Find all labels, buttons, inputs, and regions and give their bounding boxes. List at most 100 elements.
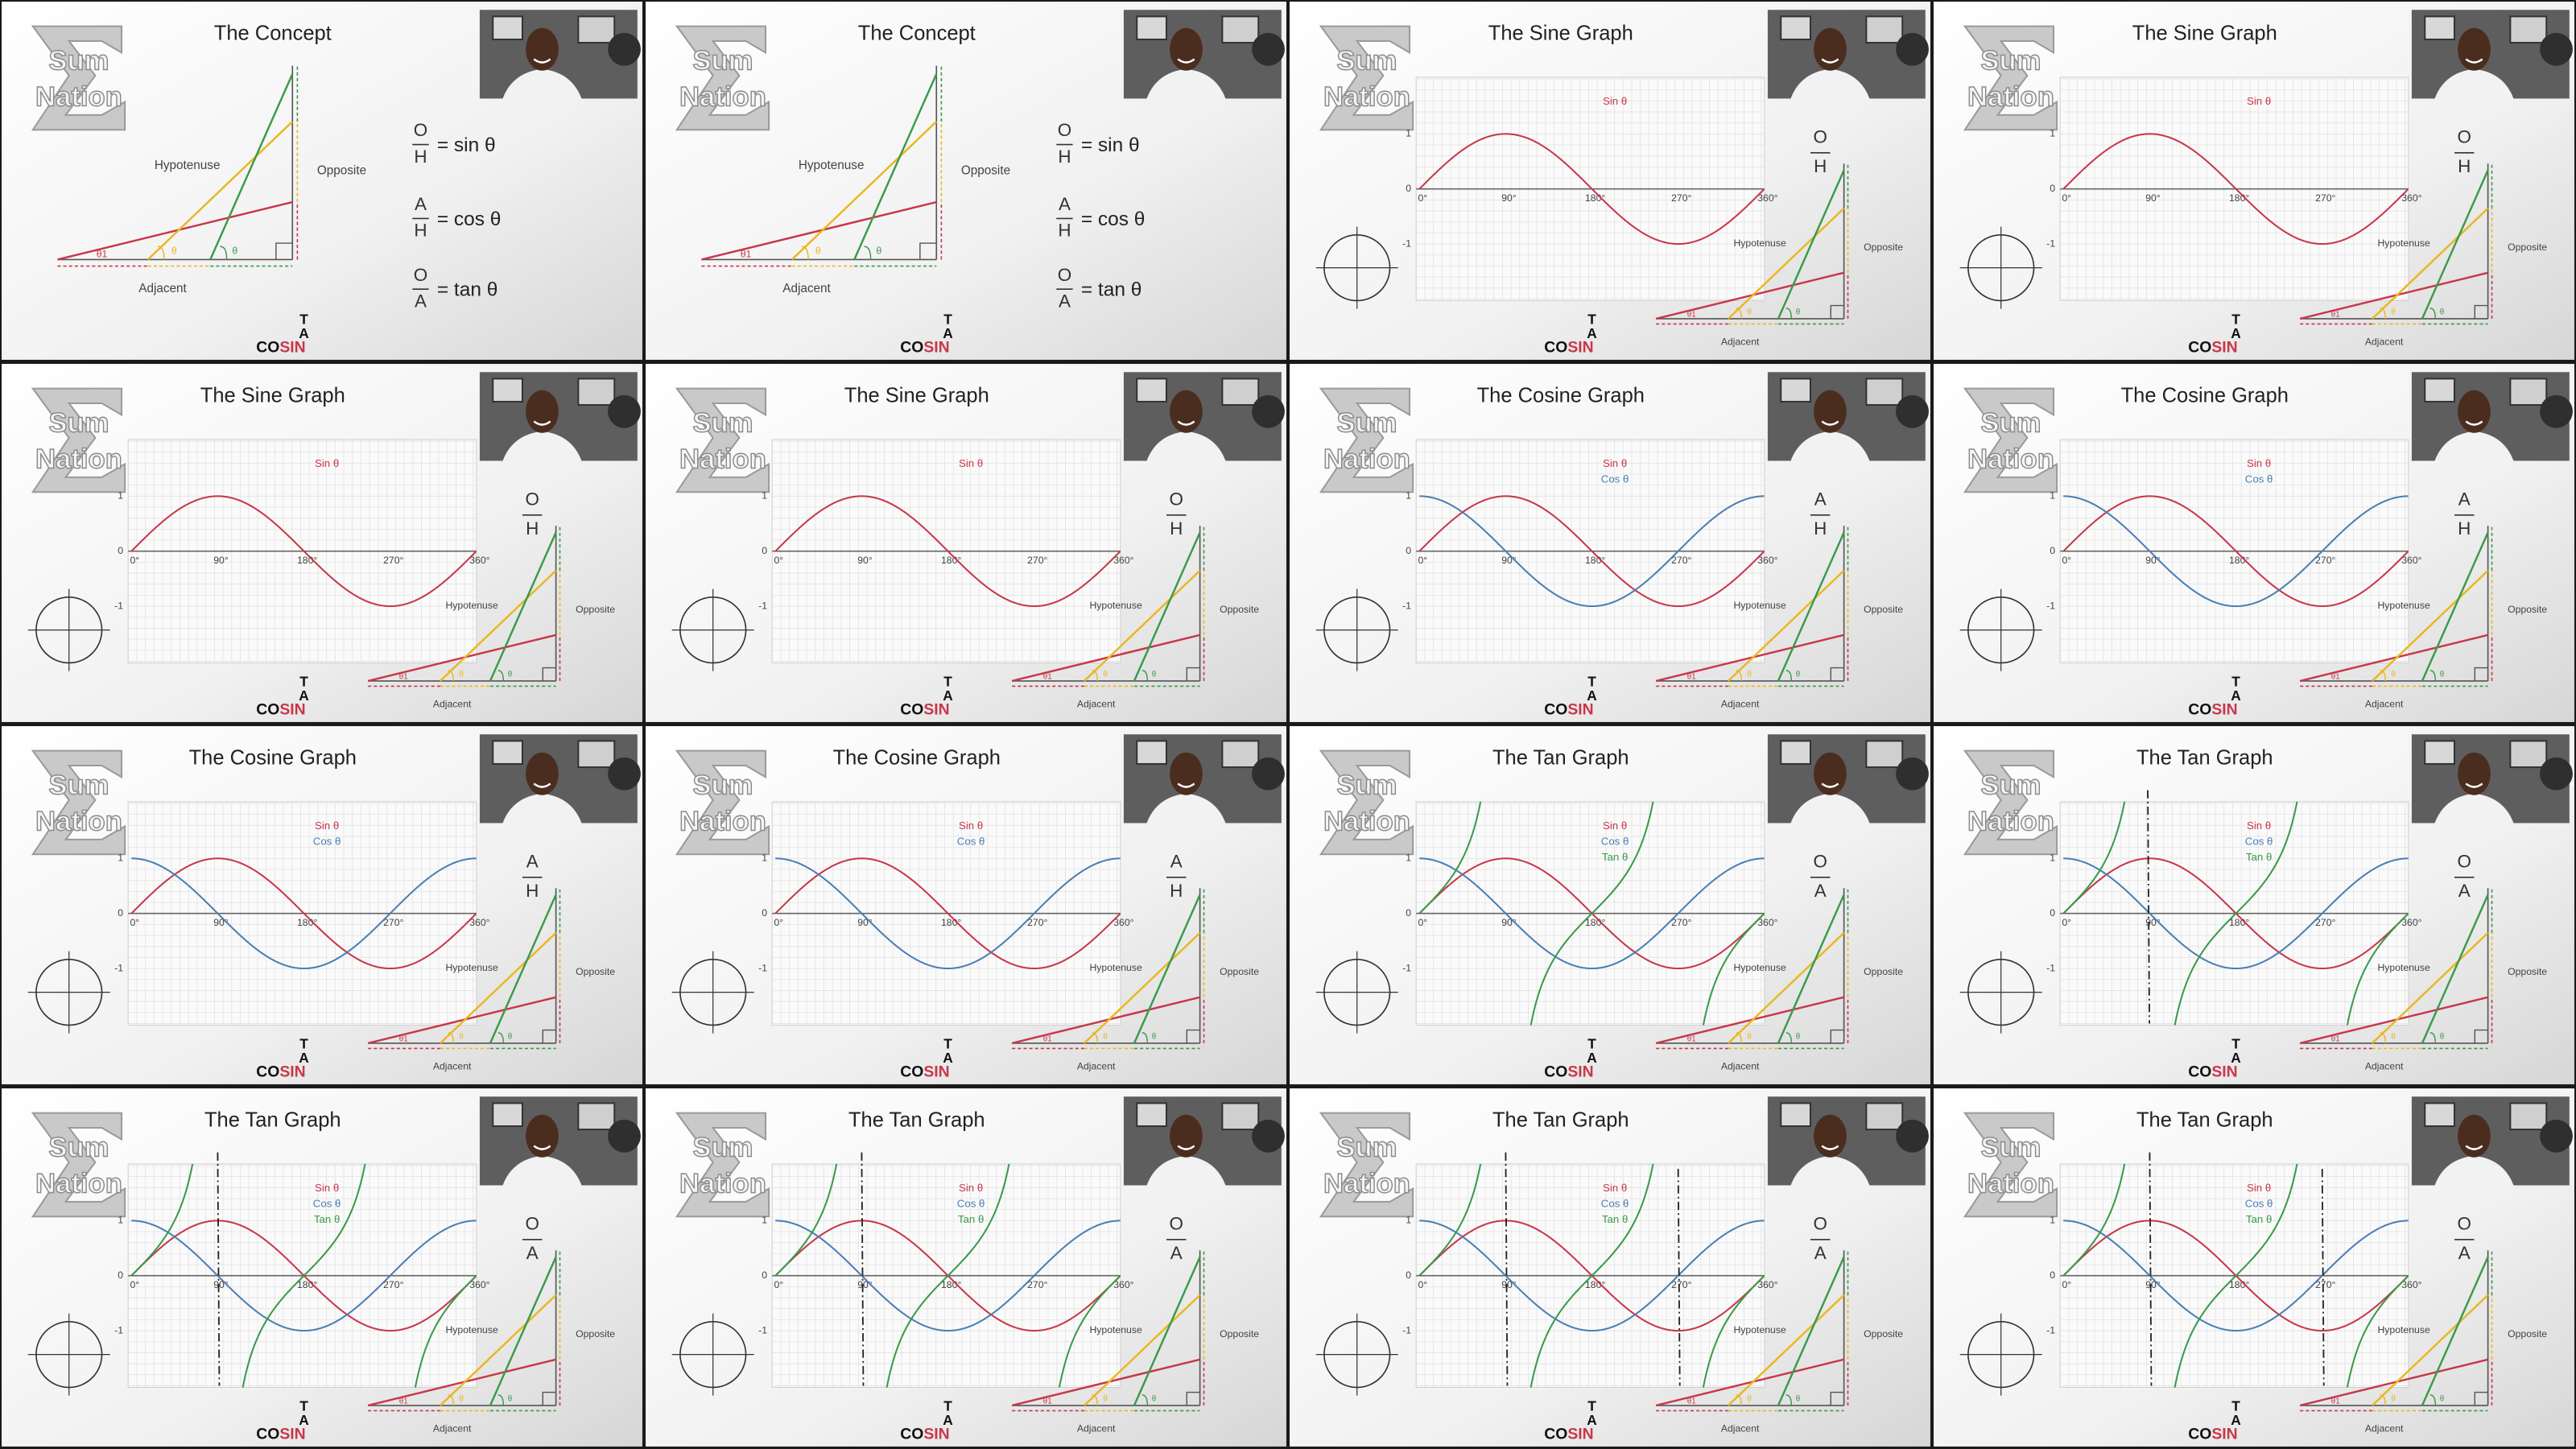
webcam-shirt xyxy=(1146,431,1226,461)
x-tick-label: 360° xyxy=(469,1279,489,1290)
acronym-word: COSIN xyxy=(2188,339,2237,357)
fraction-denominator: H xyxy=(1170,518,1183,539)
adjacent-label: Adjacent xyxy=(1721,1061,1760,1072)
legend-entry: Sin θ xyxy=(959,1182,983,1194)
acronym-co: CO xyxy=(256,339,279,357)
angle-label: θ xyxy=(459,670,463,679)
logo-sigma xyxy=(1319,1112,1414,1218)
fraction-numerator: A xyxy=(1170,851,1183,871)
y-tick-label: -1 xyxy=(1402,600,1411,611)
x-tick-label: 0° xyxy=(1418,1279,1427,1290)
logo-sigma xyxy=(31,1112,126,1218)
x-tick-label: 0° xyxy=(130,555,139,566)
legend-entry: Tan θ xyxy=(2246,1213,2272,1225)
fraction-numerator: O xyxy=(2457,1213,2471,1233)
acronym-letter: T xyxy=(299,312,308,328)
webcam-plant xyxy=(1896,32,1929,66)
angle-label: θ1 xyxy=(399,1397,408,1406)
acronym-co: CO xyxy=(256,1426,279,1443)
angle-label: θ xyxy=(2391,308,2395,316)
webcam-smile xyxy=(1821,1145,1839,1150)
webcam-smile xyxy=(2465,58,2483,64)
curve xyxy=(1418,801,1765,1026)
logo-text: Sum xyxy=(1336,46,1397,76)
logo-text: Nation xyxy=(1967,807,2054,837)
legend-entry: Sin θ xyxy=(2247,819,2271,832)
webcam-shelf xyxy=(1865,378,1904,407)
acronym-word: COSIN xyxy=(900,1426,949,1443)
acronym-word: COSIN xyxy=(256,1063,305,1081)
y-tick-label: 1 xyxy=(1406,1215,1411,1226)
x-tick-label: 0° xyxy=(130,917,139,928)
angle-arc xyxy=(1736,670,1742,681)
angle-arc xyxy=(1785,670,1793,681)
y-tick-label: 1 xyxy=(2050,1215,2055,1226)
webcam-head xyxy=(526,752,559,795)
logo-text: Nation xyxy=(1967,444,2054,475)
x-tick-label: 180° xyxy=(2229,1279,2249,1290)
curve xyxy=(775,1220,1121,1332)
webcam-shelf xyxy=(1136,15,1167,40)
acronym-sin: SIN xyxy=(1567,701,1593,719)
webcam-smile xyxy=(1177,58,1195,64)
x-tick-label: 270° xyxy=(1671,192,1691,204)
formula-denominator: H xyxy=(414,221,427,241)
formula-result: = cos θ xyxy=(1081,208,1146,230)
acronym-word: COSIN xyxy=(1544,701,1593,719)
webcam-shelf xyxy=(1780,378,1811,402)
legend-entry: Sin θ xyxy=(1603,819,1627,832)
x-tick-label: 360° xyxy=(2401,1279,2421,1290)
acronym-sin: SIN xyxy=(2211,701,2237,719)
x-tick-label: 0° xyxy=(2062,555,2071,566)
right-angle xyxy=(1830,667,1844,681)
legend-entry: Sin θ xyxy=(2247,1182,2271,1194)
acronym-letter: A xyxy=(1587,1050,1597,1066)
acronym-co: CO xyxy=(256,1063,279,1081)
hypotenuse-red xyxy=(57,200,293,261)
hypotenuse-red xyxy=(1655,634,1844,683)
acronym-sin: SIN xyxy=(279,339,305,357)
webcam-smile xyxy=(1177,782,1195,788)
acronym-word: COSIN xyxy=(256,701,305,719)
y-tick-label: 0 xyxy=(2050,183,2055,194)
acronym-letter: A xyxy=(299,687,309,704)
curve xyxy=(130,495,477,608)
hypotenuse-label: Hypotenuse xyxy=(1733,237,1785,249)
hypotenuse-red xyxy=(2299,634,2488,683)
formula-denominator: H xyxy=(1058,221,1071,241)
acronym-sin: SIN xyxy=(279,1426,305,1443)
angle-arc xyxy=(1141,670,1149,681)
webcam-shelf xyxy=(1136,378,1167,402)
webcam-smile xyxy=(533,58,551,64)
legend-entry: Cos θ xyxy=(957,835,985,847)
angle-arc xyxy=(1141,1032,1149,1043)
angle-label: θ xyxy=(2440,308,2444,316)
logo-sigma xyxy=(675,1112,770,1218)
right-angle xyxy=(2474,1029,2488,1043)
angle-label: θ xyxy=(1796,308,1800,316)
hypotenuse-yellow xyxy=(147,121,294,261)
acronym-word: COSIN xyxy=(2188,701,2237,719)
x-tick-label: 360° xyxy=(2401,192,2421,204)
x-tick-label: 90° xyxy=(1501,192,1517,204)
angle-label: θ xyxy=(171,245,177,256)
hypotenuse-yellow xyxy=(791,121,938,261)
hypotenuse-green xyxy=(489,894,557,1044)
fraction-numerator: O xyxy=(1169,1213,1183,1233)
fraction-denominator: H xyxy=(526,881,539,901)
x-tick-label: 0° xyxy=(130,1279,139,1290)
adjacent-label: Adjacent xyxy=(1077,699,1116,710)
hypotenuse-green xyxy=(209,73,294,260)
hypotenuse-green xyxy=(2421,531,2489,682)
angle-arc xyxy=(1092,1394,1098,1406)
angle-label: θ xyxy=(1152,1032,1156,1041)
x-tick-label: 180° xyxy=(941,555,961,566)
curve xyxy=(2062,1163,2409,1388)
webcam-shelf xyxy=(2509,378,2548,407)
angle-label: θ xyxy=(2440,1032,2444,1041)
opposite-label: Opposite xyxy=(1864,242,1903,253)
formula-result: = tan θ xyxy=(1081,279,1142,301)
x-tick-label: 0° xyxy=(1418,917,1427,928)
